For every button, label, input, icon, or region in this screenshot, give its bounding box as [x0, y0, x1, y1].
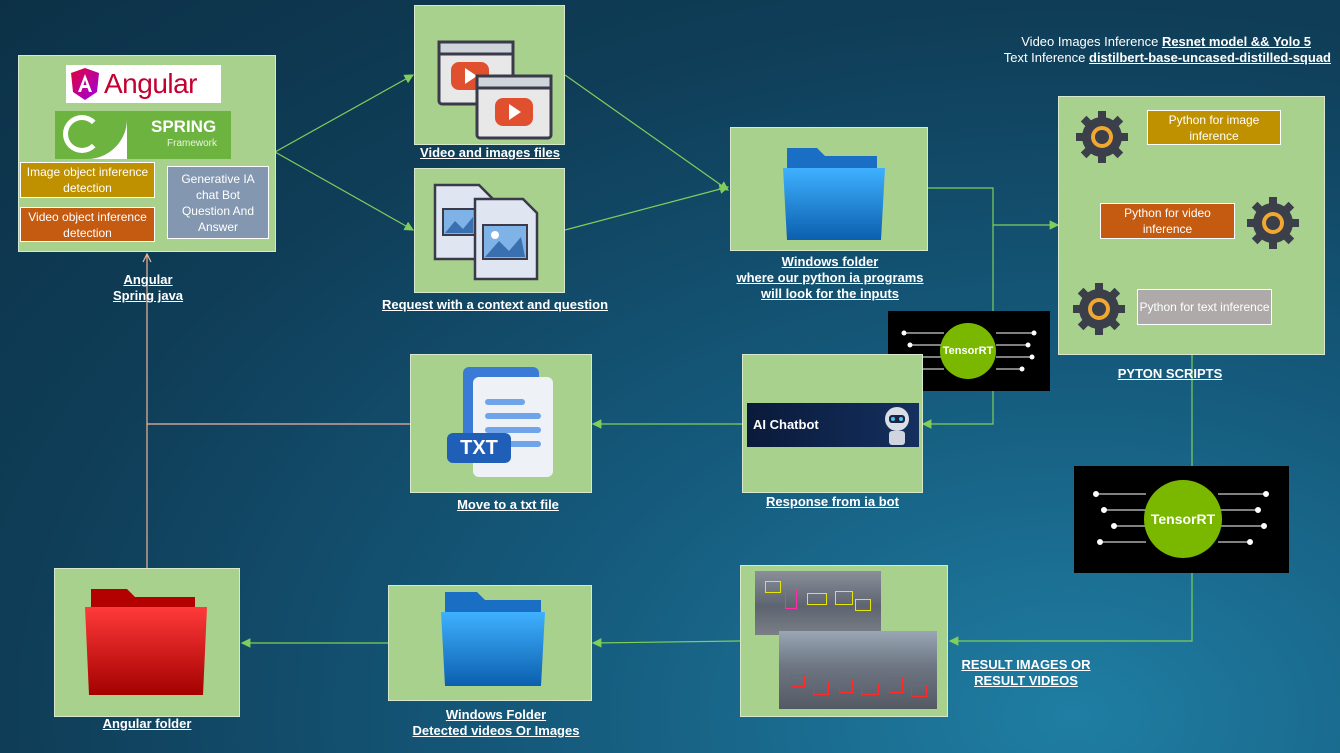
arrow-folder-to-scripts	[928, 187, 1060, 230]
tensorrt-badge-large: TensorRT	[1074, 466, 1289, 573]
txt-file-caption: Move to a txt file	[457, 497, 559, 512]
detected-folder-box	[388, 585, 592, 701]
detected-folder-caption: Windows Folder Detected videos Or Images	[388, 707, 604, 739]
spring-leaf-icon	[55, 111, 127, 159]
blue-folder-icon	[441, 592, 545, 686]
video-files-caption: Video and images files	[420, 145, 560, 160]
txt-file-icon	[447, 367, 553, 477]
python-scripts-box: Python for image inference Python for vi…	[1058, 96, 1325, 355]
python-image-tag: Python for image inference	[1147, 110, 1281, 145]
header-line1-prefix: Video Images Inference	[1021, 34, 1162, 49]
python-scripts-caption: PYTON SCRIPTS	[1117, 366, 1223, 381]
arrow-scripts-to-results	[948, 355, 1193, 646]
frontend-caption-line1: Angular	[123, 272, 173, 287]
gear-icon	[1247, 197, 1299, 249]
spring-logo: SPRING Framework	[55, 111, 231, 159]
video-files-box	[414, 5, 565, 145]
header-line2-model: distilbert-base-uncased-distilled-squad	[1089, 50, 1331, 65]
chatbot-banner-text: AI Chatbot	[753, 417, 819, 432]
windows-folder-caption-line2: where our python ia programs	[736, 270, 924, 285]
results-caption-line1: RESULT IMAGES OR	[961, 657, 1091, 672]
python-text-tag: Python for text inference	[1137, 289, 1272, 325]
circuit-icon	[1093, 491, 1269, 545]
red-folder-icon	[85, 589, 207, 695]
tag-chatbot: Generative IA chat Bot Question And Answ…	[167, 166, 269, 239]
windows-folder-caption: Windows folder where our python ia progr…	[720, 254, 940, 302]
gear-icon	[1073, 283, 1125, 335]
header-line1-models: Resnet model && Yolo 5	[1161, 34, 1311, 49]
results-box	[740, 565, 948, 717]
txt-file-box: TXT	[410, 354, 592, 493]
spring-logo-sub: Framework	[167, 138, 218, 149]
detection-image-2	[779, 631, 937, 709]
chatbot-box: AI Chatbot	[742, 354, 923, 493]
tag-image-inference: Image object inference detection	[20, 162, 155, 198]
arrow-frontend-to-video	[274, 74, 415, 153]
blue-folder-icon	[783, 148, 885, 240]
spring-logo-text: SPRING	[151, 117, 217, 136]
request-box	[414, 168, 565, 293]
txt-icon-label: TXT	[460, 437, 498, 459]
windows-folder-box	[730, 127, 928, 251]
video-player-icon	[437, 40, 553, 140]
windows-folder-caption-line1: Windows folder	[781, 254, 879, 269]
chatbot-banner: AI Chatbot	[747, 403, 919, 447]
chatbot-caption: Response from ia bot	[766, 494, 899, 509]
arrow-results-to-detected	[591, 638, 741, 648]
results-caption-line2: RESULT VIDEOS	[974, 673, 1078, 688]
tensorrt-label-small: TensorRT	[940, 323, 996, 379]
python-video-tag: Python for video inference	[1100, 203, 1235, 239]
frontend-box: Angular SPRING Framework Image object in…	[18, 55, 276, 252]
tag-video-inference: Video object inference detection	[20, 207, 155, 242]
angular-logo: Angular	[66, 65, 221, 103]
angular-folder-caption: Angular folder	[102, 716, 192, 731]
gear-icon	[1076, 111, 1128, 163]
arrow-video-to-folder	[564, 74, 729, 191]
arrow-request-to-folder	[564, 184, 730, 231]
request-caption: Request with a context and question	[381, 297, 609, 312]
windows-folder-caption-line3: will look for the inputs	[761, 286, 899, 301]
frontend-caption-line2: Spring java	[112, 288, 184, 303]
image-files-icon	[433, 183, 539, 281]
detection-image-1	[755, 571, 881, 635]
detected-folder-caption-line1: Windows Folder	[445, 707, 547, 722]
results-caption: RESULT IMAGES OR RESULT VIDEOS	[950, 657, 1102, 689]
tensorrt-label-large: TensorRT	[1144, 480, 1222, 558]
frontend-caption: Angular Spring java	[88, 272, 208, 304]
arrow-frontend-to-request	[274, 151, 415, 231]
robot-icon	[885, 407, 909, 445]
angular-folder-box	[54, 568, 240, 717]
model-header: Video Images Inference Resnet model && Y…	[940, 34, 1331, 66]
angular-logo-text: Angular	[104, 68, 198, 99]
detected-folder-caption-line2: Detected videos Or Images	[412, 723, 580, 738]
angular-shield-icon	[71, 68, 99, 100]
arrow-folder-to-chatbot	[921, 225, 994, 429]
header-line2-prefix: Text Inference	[1003, 50, 1089, 65]
